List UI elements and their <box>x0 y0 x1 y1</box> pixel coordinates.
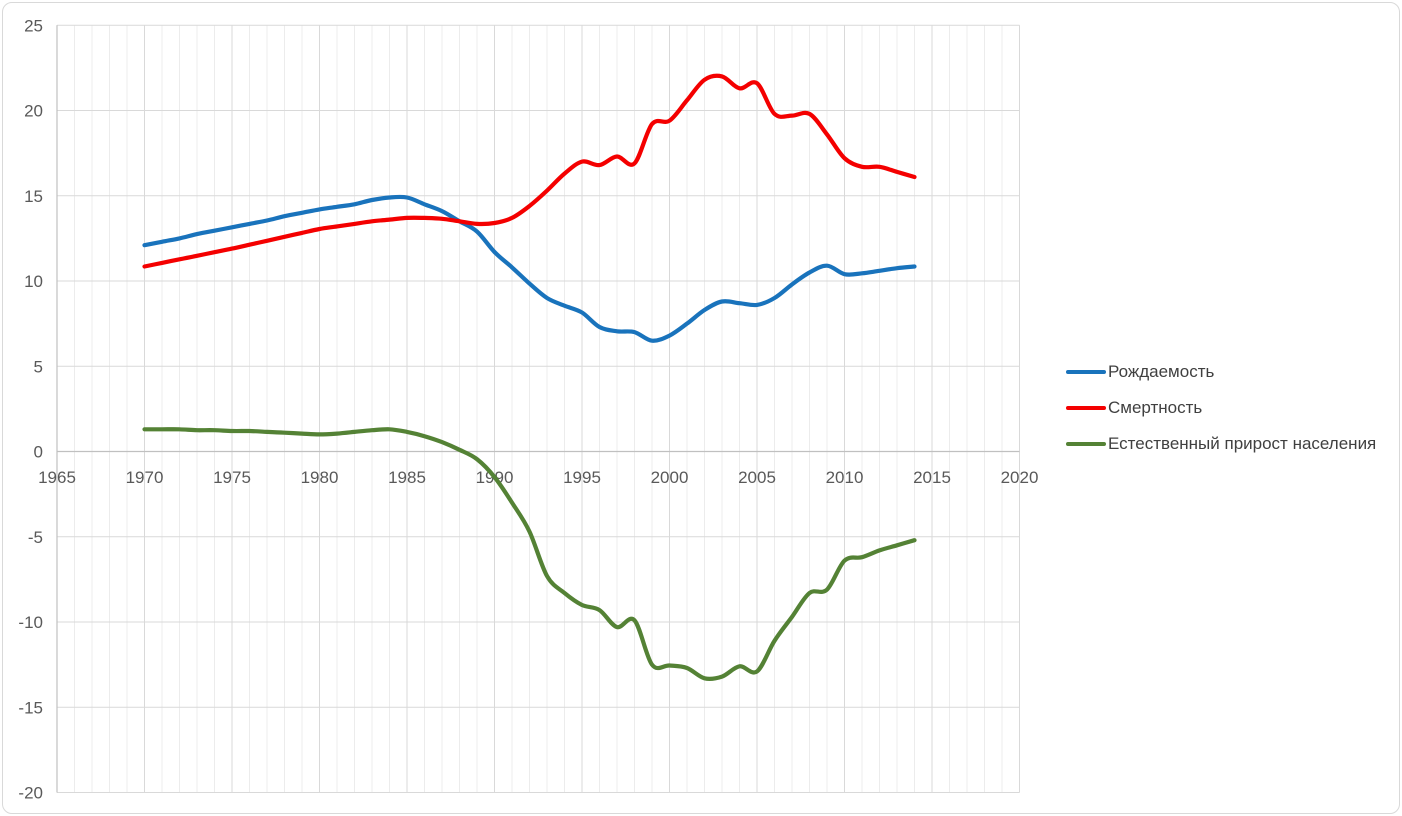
x-tick-label: 2000 <box>651 468 689 487</box>
y-tick-label: 15 <box>24 187 43 206</box>
y-tick-label: -15 <box>18 698 43 717</box>
y-tick-label: 20 <box>24 102 43 121</box>
x-tick-label: 1965 <box>38 468 76 487</box>
series-line-birth-rate <box>142 194 917 343</box>
x-axis-tick-labels: 1965 1970 1975 1980 1985 1990 1995 2000 2005 2010… <box>38 468 1038 487</box>
y-axis-tick-labels: 25 20 15 10 5 0 -5 -10 -15 -20 <box>18 16 43 802</box>
y-tick-label: 0 <box>34 443 43 462</box>
y-tick-label: 5 <box>34 357 43 376</box>
legend-item-natural-increase: Естественный прирост населения <box>1066 434 1376 454</box>
legend-item-death-rate: Смертность <box>1066 398 1376 418</box>
y-tick-label: -20 <box>18 784 43 803</box>
y-tick-label: -5 <box>28 528 43 547</box>
axis-lines <box>56 25 1020 793</box>
x-tick-label: 1980 <box>301 468 339 487</box>
legend-label-death-rate: Смертность <box>1108 398 1203 417</box>
series-line-death-rate <box>142 73 917 269</box>
legend-swatch-death-rate <box>1066 405 1106 411</box>
y-tick-label: 25 <box>24 16 43 35</box>
x-tick-label: 1985 <box>388 468 426 487</box>
series-line-natural-increase <box>142 427 917 681</box>
legend-swatch-natural-increase <box>1066 441 1106 447</box>
legend: Рождаемость Смертность Естественный прир… <box>1066 362 1376 470</box>
x-tick-label: 1995 <box>563 468 601 487</box>
y-tick-label: 10 <box>24 272 43 291</box>
x-tick-label: 2010 <box>826 468 864 487</box>
legend-item-birth-rate: Рождаемость <box>1066 362 1376 382</box>
legend-label-birth-rate: Рождаемость <box>1108 362 1215 381</box>
y-tick-label: -10 <box>18 613 43 632</box>
legend-label-natural-increase: Естественный прирост населения <box>1108 434 1377 453</box>
x-tick-label: 1970 <box>126 468 164 487</box>
gridlines-minor <box>74 25 1003 793</box>
x-tick-label: 2015 <box>913 468 951 487</box>
x-tick-label: 2020 <box>1001 468 1039 487</box>
gridlines-major <box>56 24 1020 793</box>
x-tick-label: 2005 <box>738 468 776 487</box>
legend-swatch-birth-rate <box>1066 369 1106 375</box>
x-tick-label: 1975 <box>213 468 251 487</box>
